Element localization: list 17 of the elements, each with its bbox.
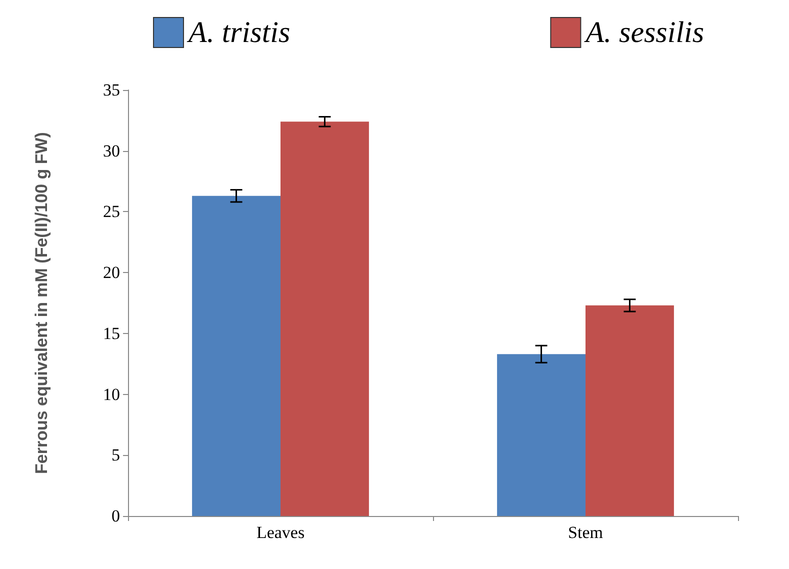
y-axis-title: Ferrous equivalent in mM (Fe(II)/100 g FW)	[32, 132, 51, 474]
bar	[586, 305, 674, 516]
y-tick-label: 10	[103, 384, 120, 404]
legend-label: A. sessilis	[584, 16, 704, 49]
x-tick-label: Leaves	[256, 523, 305, 542]
legend-label: A. tristis	[186, 16, 290, 49]
y-tick-label: 20	[103, 263, 120, 282]
y-tick-label: 25	[103, 202, 120, 222]
y-tick-label: 5	[112, 446, 120, 465]
bar	[192, 196, 280, 516]
y-tick-label: 15	[103, 324, 120, 343]
bar	[280, 122, 369, 516]
y-tick-label: 0	[112, 506, 120, 526]
bar	[497, 354, 586, 516]
x-tick-label: Stem	[568, 523, 603, 542]
y-tick-label: 35	[103, 80, 120, 100]
y-tick-label: 30	[103, 141, 120, 160]
